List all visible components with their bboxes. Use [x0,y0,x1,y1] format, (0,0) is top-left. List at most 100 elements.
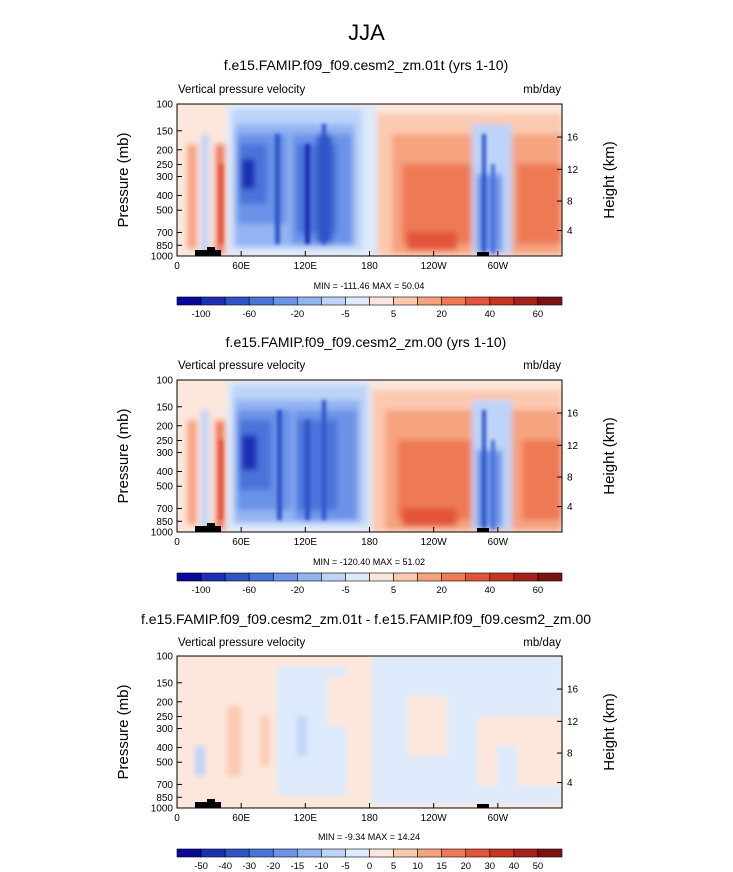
x-tick-label: 0 [174,813,180,824]
y-tick-label: 150 [156,678,173,689]
colorbar-label: 20 [460,861,471,872]
y-tick-label: 100 [156,376,173,387]
x-tick-label: 60E [232,261,250,272]
y2-tick-label: 12 [567,441,579,452]
y-tick-label: 1000 [151,804,174,815]
x-tick-label: 120W [421,813,448,824]
y2-tick-label: 4 [567,502,573,513]
x-tick-label: 60W [488,261,509,272]
y-tick-label: 150 [156,126,173,137]
colorbar-swatch [369,296,394,306]
colorbar-label: -15 [290,861,304,872]
y-tick-label: 1000 [151,252,174,263]
colorbar-label: -30 [242,861,256,872]
panel-2: f.e15.FAMIP.f09_f09.cesm2_zm.00 (yrs 1-1… [115,334,618,596]
colorbar-label: -100 [192,309,211,320]
colorbar-label: 60 [533,309,544,320]
panel-3-colorbar: -50 -40 -30 -20 -15 -10 -5 0 5 10 15 20 30 40 50 [176,848,563,872]
colorbar-label: -20 [290,309,304,320]
colorbar-label: 5 [391,861,396,872]
x-tick-label: 60W [488,813,509,824]
y-tick-label: 850 [156,793,173,804]
colorbar-label: 10 [412,861,423,872]
x-tick-label: 0 [174,537,180,548]
x-tick-label: 180 [361,261,378,272]
colorbar-swatch [441,848,467,858]
panel-1: f.e15.FAMIP.f09_f09.cesm2_zm.01t (yrs 1-… [115,57,618,320]
y-tick-label: 200 [156,421,173,432]
colorbar-swatch [513,572,539,582]
y2-tick-label: 16 [567,685,579,696]
colorbar-swatch [200,296,226,306]
panel-2-field [177,380,562,532]
panel-2-left-label: Vertical pressure velocity [178,360,305,372]
colorbar-label: -20 [290,585,304,596]
y2-tick-label: 16 [567,133,579,144]
panel-3-field [177,656,562,808]
colorbar-label: -60 [242,585,256,596]
x-tick-label: 120W [421,261,448,272]
colorbar-label: 20 [436,309,447,320]
colorbar-label: 5 [391,585,396,596]
y-tick-label: 300 [156,448,173,459]
panel-3-right-label: mb/day [523,637,561,649]
y-tick-label: 200 [156,145,173,156]
page-title: JJA [348,20,385,45]
colorbar-label: 60 [533,585,544,596]
y-tick-label: 850 [156,241,173,252]
colorbar-label: 30 [485,861,496,872]
colorbar-swatch [248,572,274,582]
colorbar-swatch [537,572,563,582]
colorbar-label: 40 [509,861,520,872]
x-tick-label: 180 [361,537,378,548]
y-tick-label: 300 [156,724,173,735]
colorbar-label: 40 [485,309,496,320]
y2-tick-label: 8 [567,197,573,208]
colorbar-swatch [393,848,418,858]
colorbar-swatch [200,848,226,858]
panel-2-stats: MIN = -120.40 MAX = 51.02 [313,557,425,567]
y2-tick-label: 12 [567,165,579,176]
y-tick-label: 700 [156,780,173,791]
panel-1-left-label: Vertical pressure velocity [178,84,305,96]
y-tick-label: 850 [156,517,173,528]
colorbar-label: -100 [192,585,211,596]
panel-3-left-label: Vertical pressure velocity [178,637,305,649]
colorbar-swatch [200,572,226,582]
colorbar-swatch [176,296,202,306]
colorbar-swatch [537,848,563,858]
x-tick-label: 120E [294,813,318,824]
colorbar-swatch [272,296,298,306]
colorbar-swatch [224,296,250,306]
colorbar-swatch [465,848,491,858]
panel-3: f.e15.FAMIP.f09_f09.cesm2_zm.01t - f.e15… [115,611,618,872]
panel-1-field [177,104,562,256]
panel-2-colorbar: -100 -60 -20 -5 5 20 40 60 [176,572,563,596]
y2-tick-label: 12 [567,717,579,728]
panel-1-title: f.e15.FAMIP.f09_f09.cesm2_zm.01t (yrs 1-… [224,57,509,73]
y-tick-label: 250 [156,160,173,171]
colorbar-swatch [345,848,370,858]
colorbar-swatch [345,296,370,306]
colorbar-label: -5 [341,861,349,872]
colorbar-label: 20 [436,585,447,596]
colorbar-swatch [176,572,202,582]
y-tick-label: 1000 [151,528,174,539]
colorbar-swatch [321,572,346,582]
colorbar-label: 5 [391,309,396,320]
y-tick-label: 700 [156,504,173,515]
colorbar-swatch [441,572,467,582]
colorbar-label: -5 [341,585,349,596]
colorbar-swatch [297,848,322,858]
colorbar-swatch [537,296,563,306]
colorbar-swatch [513,848,539,858]
x-tick-label: 60E [232,537,250,548]
x-tick-label: 120E [294,261,318,272]
colorbar-swatch [441,296,467,306]
y2-tick-label: 8 [567,473,573,484]
panel-3-title: f.e15.FAMIP.f09_f09.cesm2_zm.01t - f.e15… [141,611,591,627]
colorbar-swatch [369,572,394,582]
colorbar-swatch [489,296,515,306]
